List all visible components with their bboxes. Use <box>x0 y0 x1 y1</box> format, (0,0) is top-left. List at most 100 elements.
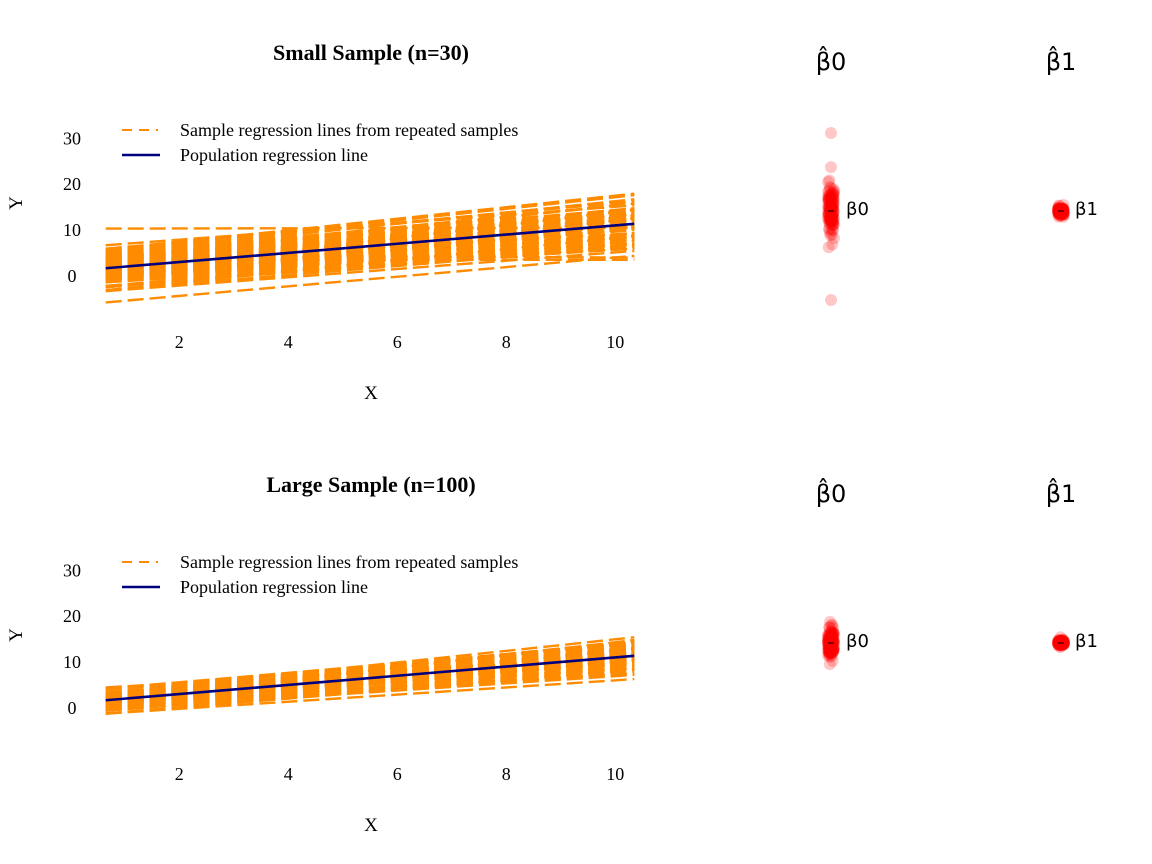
estimate-point <box>825 638 838 651</box>
estimate-point <box>826 645 839 658</box>
estimate-point <box>824 190 837 203</box>
estimate-point <box>1052 637 1065 650</box>
estimate-point <box>823 215 836 228</box>
estimate-point <box>825 634 838 647</box>
estimate-point <box>1057 636 1070 649</box>
estimate-point <box>823 193 836 206</box>
beta1-hat-label: β̂1 <box>1046 46 1077 76</box>
estimate-point <box>1054 636 1067 649</box>
estimate-point <box>1057 636 1070 649</box>
beta1-hat-header: β̂1 <box>1046 46 1077 76</box>
estimate-point <box>826 209 839 222</box>
estimate-point <box>824 193 837 206</box>
estimate-point <box>827 219 840 232</box>
estimate-point <box>1054 209 1067 222</box>
estimate-point <box>823 621 836 634</box>
estimate-point <box>1052 638 1065 651</box>
estimate-point <box>1055 635 1068 648</box>
estimate-point <box>1055 636 1068 649</box>
x-ticks: 2 4 6 8 10 <box>175 332 624 352</box>
estimate-point <box>826 643 839 656</box>
estimate-point <box>1052 634 1065 647</box>
estimate-point <box>823 643 836 656</box>
estimate-point <box>823 644 836 657</box>
estimate-point <box>1054 206 1067 219</box>
estimate-point <box>826 197 839 210</box>
estimate-point <box>1055 206 1068 219</box>
estimate-point <box>827 232 840 245</box>
estimate-point <box>1053 205 1066 218</box>
estimate-point <box>1054 208 1067 221</box>
beta0-hat-header: β̂0 <box>816 46 847 76</box>
beta0-hat-label: β̂0 <box>816 478 847 508</box>
estimate-point <box>827 197 840 210</box>
estimate-point <box>1057 635 1070 648</box>
estimate-point <box>826 214 839 227</box>
estimate-point <box>1057 208 1070 221</box>
estimate-point <box>1056 638 1069 651</box>
estimate-point <box>1053 203 1066 216</box>
estimate-point <box>825 650 838 663</box>
estimate-point <box>823 646 836 659</box>
estimate-point <box>1055 205 1068 218</box>
estimate-point <box>1056 638 1069 651</box>
estimate-point <box>825 217 838 230</box>
estimate-point <box>1056 637 1069 650</box>
estimate-point <box>826 632 839 645</box>
estimate-point <box>822 638 835 651</box>
estimate-point <box>1054 203 1067 216</box>
y-axis-label: Y <box>6 196 27 210</box>
estimate-point <box>825 204 838 217</box>
y-ticks: 0 10 20 30 <box>63 560 81 717</box>
estimate-point <box>827 207 840 220</box>
estimate-point <box>1053 203 1066 216</box>
estimate-point <box>1052 204 1065 217</box>
estimate-point <box>1055 203 1068 216</box>
x-tick-label: 6 <box>393 332 402 352</box>
estimate-point <box>1052 637 1065 650</box>
estimate-point <box>825 209 838 222</box>
estimate-point <box>826 208 839 221</box>
estimate-point <box>827 217 840 230</box>
estimate-point <box>1057 636 1070 649</box>
estimate-point <box>822 647 835 660</box>
plot-area <box>105 192 635 304</box>
x-tick-label: 6 <box>393 764 402 784</box>
estimate-point <box>825 204 838 217</box>
sample-regression-line <box>105 226 635 230</box>
beta0-estimates <box>822 615 840 671</box>
estimate-point <box>1053 638 1066 651</box>
estimate-point <box>1053 634 1066 647</box>
estimate-point <box>823 207 836 220</box>
estimate-point <box>1056 207 1069 220</box>
estimate-point <box>1055 206 1068 219</box>
estimate-point <box>827 203 840 216</box>
estimate-point <box>824 190 837 203</box>
estimate-point <box>1052 203 1065 216</box>
estimate-point <box>827 635 840 648</box>
estimate-point <box>827 643 840 656</box>
estimate-point <box>1056 203 1069 216</box>
estimate-point <box>827 185 840 198</box>
estimate-point <box>824 647 837 660</box>
estimate-point <box>1053 206 1066 219</box>
estimate-point <box>1054 638 1067 651</box>
estimate-point <box>1057 638 1070 651</box>
estimate-point <box>827 631 840 644</box>
estimate-point <box>823 634 836 647</box>
estimate-point <box>824 212 837 225</box>
beta0-hat-label: β̂0 <box>816 46 847 76</box>
estimate-point <box>822 189 835 202</box>
estimate-point <box>826 626 839 639</box>
estimate-point <box>1054 206 1067 219</box>
estimate-point <box>823 217 836 230</box>
estimate-point <box>824 625 837 638</box>
estimate-point <box>826 193 839 206</box>
estimate-point <box>825 638 838 651</box>
estimate-point <box>826 223 839 236</box>
x-ticks: 2 4 6 8 10 <box>175 764 624 784</box>
estimate-point <box>825 647 838 660</box>
x-axis-label: X <box>364 383 378 404</box>
estimate-point <box>824 633 837 646</box>
estimate-point <box>823 198 836 211</box>
